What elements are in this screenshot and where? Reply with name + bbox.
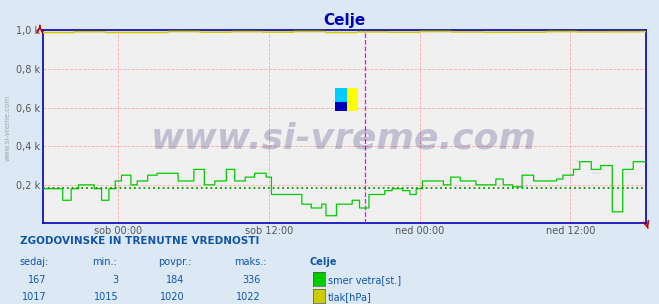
Text: 167: 167	[28, 275, 46, 285]
Text: smer vetra[st.]: smer vetra[st.]	[328, 275, 401, 285]
Text: www.si-vreme.com: www.si-vreme.com	[152, 122, 537, 156]
Text: 3: 3	[113, 275, 119, 285]
Text: povpr.:: povpr.:	[158, 257, 192, 267]
Text: 1022: 1022	[235, 292, 260, 302]
Bar	[335, 88, 347, 102]
Text: min.:: min.:	[92, 257, 117, 267]
Text: 184: 184	[166, 275, 185, 285]
Text: ZGODOVINSKE IN TRENUTNE VREDNOSTI: ZGODOVINSKE IN TRENUTNE VREDNOSTI	[20, 236, 259, 246]
Text: 336: 336	[242, 275, 260, 285]
Text: 1020: 1020	[160, 292, 185, 302]
Text: sedaj:: sedaj:	[20, 257, 49, 267]
Text: tlak[hPa]: tlak[hPa]	[328, 292, 372, 302]
Title: Celje: Celje	[323, 13, 366, 28]
Bar	[335, 102, 347, 112]
Text: Celje: Celje	[310, 257, 337, 267]
Text: www.si-vreme.com: www.si-vreme.com	[5, 95, 11, 161]
Text: 1015: 1015	[94, 292, 119, 302]
Text: maks.:: maks.:	[234, 257, 266, 267]
Text: 1017: 1017	[22, 292, 46, 302]
Bar	[335, 88, 358, 112]
